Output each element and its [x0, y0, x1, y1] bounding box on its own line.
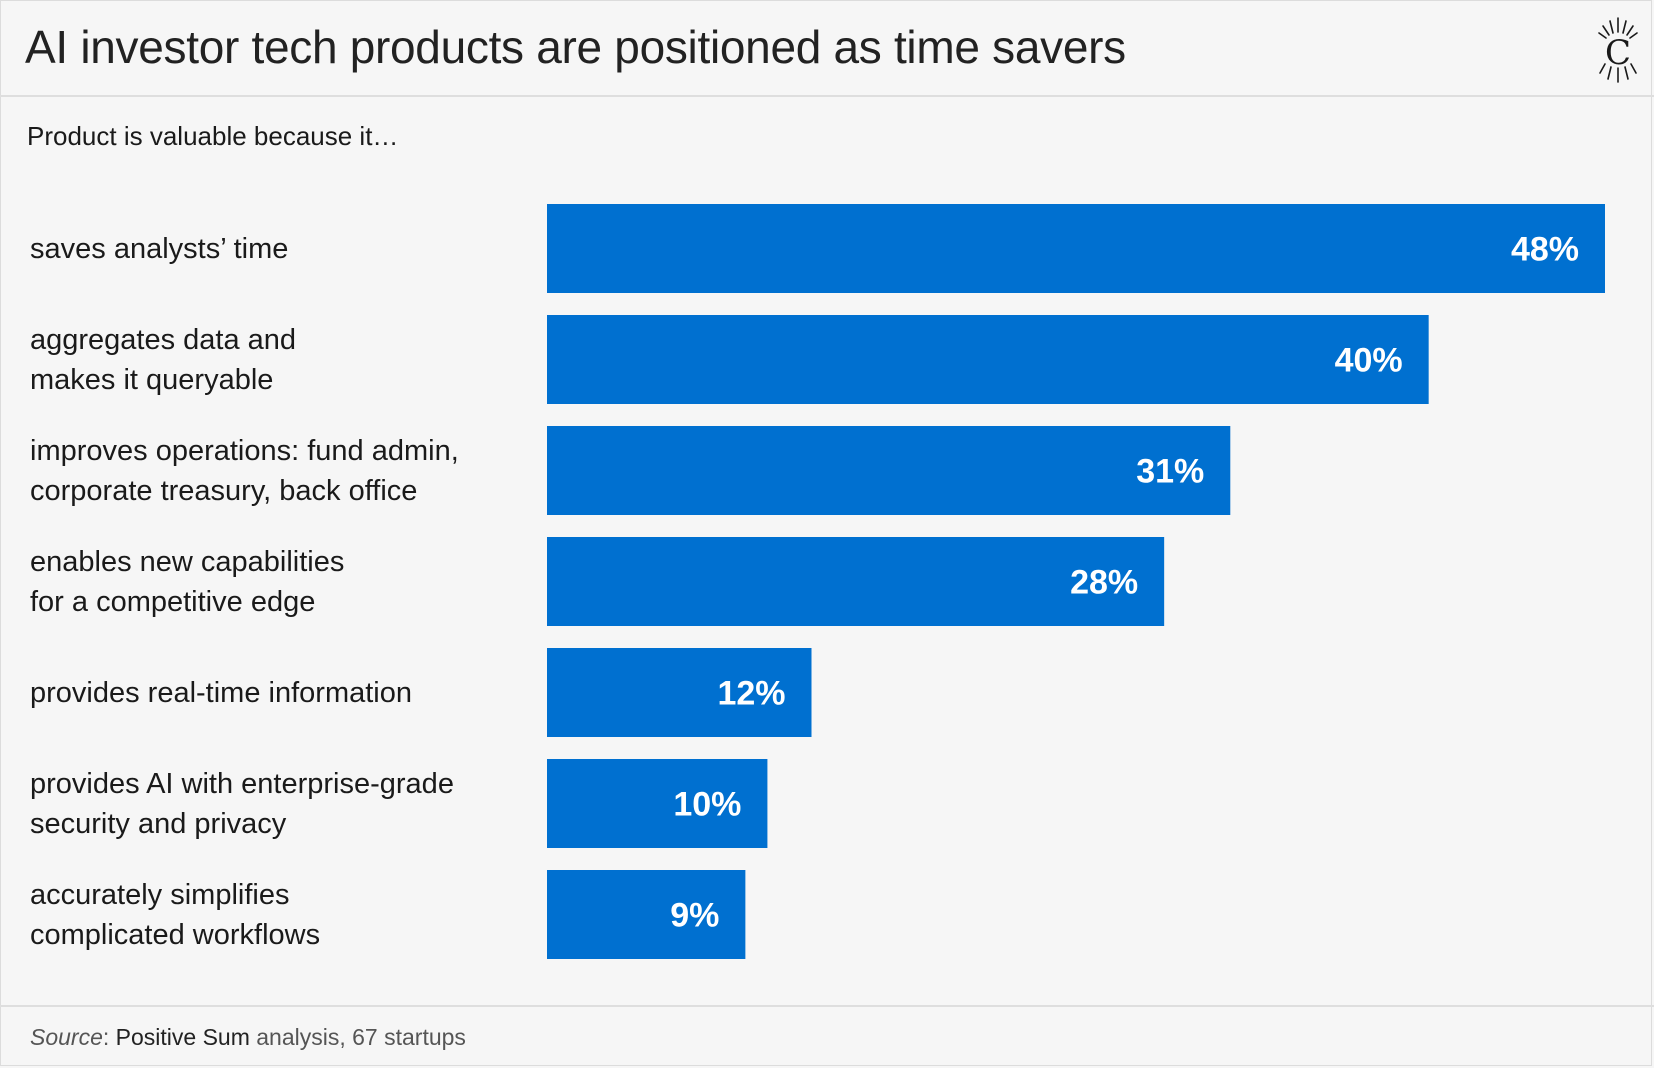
bar	[547, 204, 1605, 293]
bar-value-label: 12%	[717, 675, 785, 713]
footer-divider	[0, 1005, 1654, 1007]
bar	[547, 537, 1165, 626]
chart-subtitle: Product is valuable because it…	[27, 121, 399, 151]
category-label: saves analysts’ time	[30, 232, 289, 265]
category-label: provides real-time information	[30, 676, 412, 709]
bar	[547, 426, 1231, 515]
bar-value-label: 28%	[1070, 564, 1138, 602]
bar-value-label: 10%	[673, 786, 741, 824]
category-label: improves operations: fund admin, corpora…	[30, 434, 459, 507]
crowned-c-logo-icon: C	[1596, 12, 1640, 88]
bar	[547, 648, 812, 737]
page-title: AI investor tech products are positioned…	[25, 21, 1126, 73]
category-label: accurately simplifies complicated workfl…	[30, 878, 321, 951]
bar-value-label: 31%	[1136, 453, 1204, 491]
header: AI investor tech products are positioned…	[0, 0, 1654, 97]
svg-text:C: C	[1605, 33, 1631, 73]
bar-value-label: 40%	[1335, 342, 1403, 380]
category-label: aggregates data and makes it queryable	[30, 323, 297, 396]
source-note: Source: Positive Sum analysis, 67 startu…	[30, 1024, 466, 1051]
bar	[547, 759, 768, 848]
source-rest: analysis, 67 startups	[249, 1024, 466, 1050]
category-label: enables new capabilities for a competiti…	[30, 545, 345, 618]
bar	[547, 870, 746, 959]
bar	[547, 315, 1429, 404]
bar-value-label: 9%	[670, 897, 719, 935]
source-prefix: Source	[30, 1024, 103, 1050]
bar-value-label: 48%	[1511, 231, 1579, 269]
source-separator: :	[102, 1024, 116, 1050]
source-org: Positive Sum	[115, 1024, 250, 1050]
category-label: provides AI with enterprise-grade securi…	[30, 767, 454, 840]
